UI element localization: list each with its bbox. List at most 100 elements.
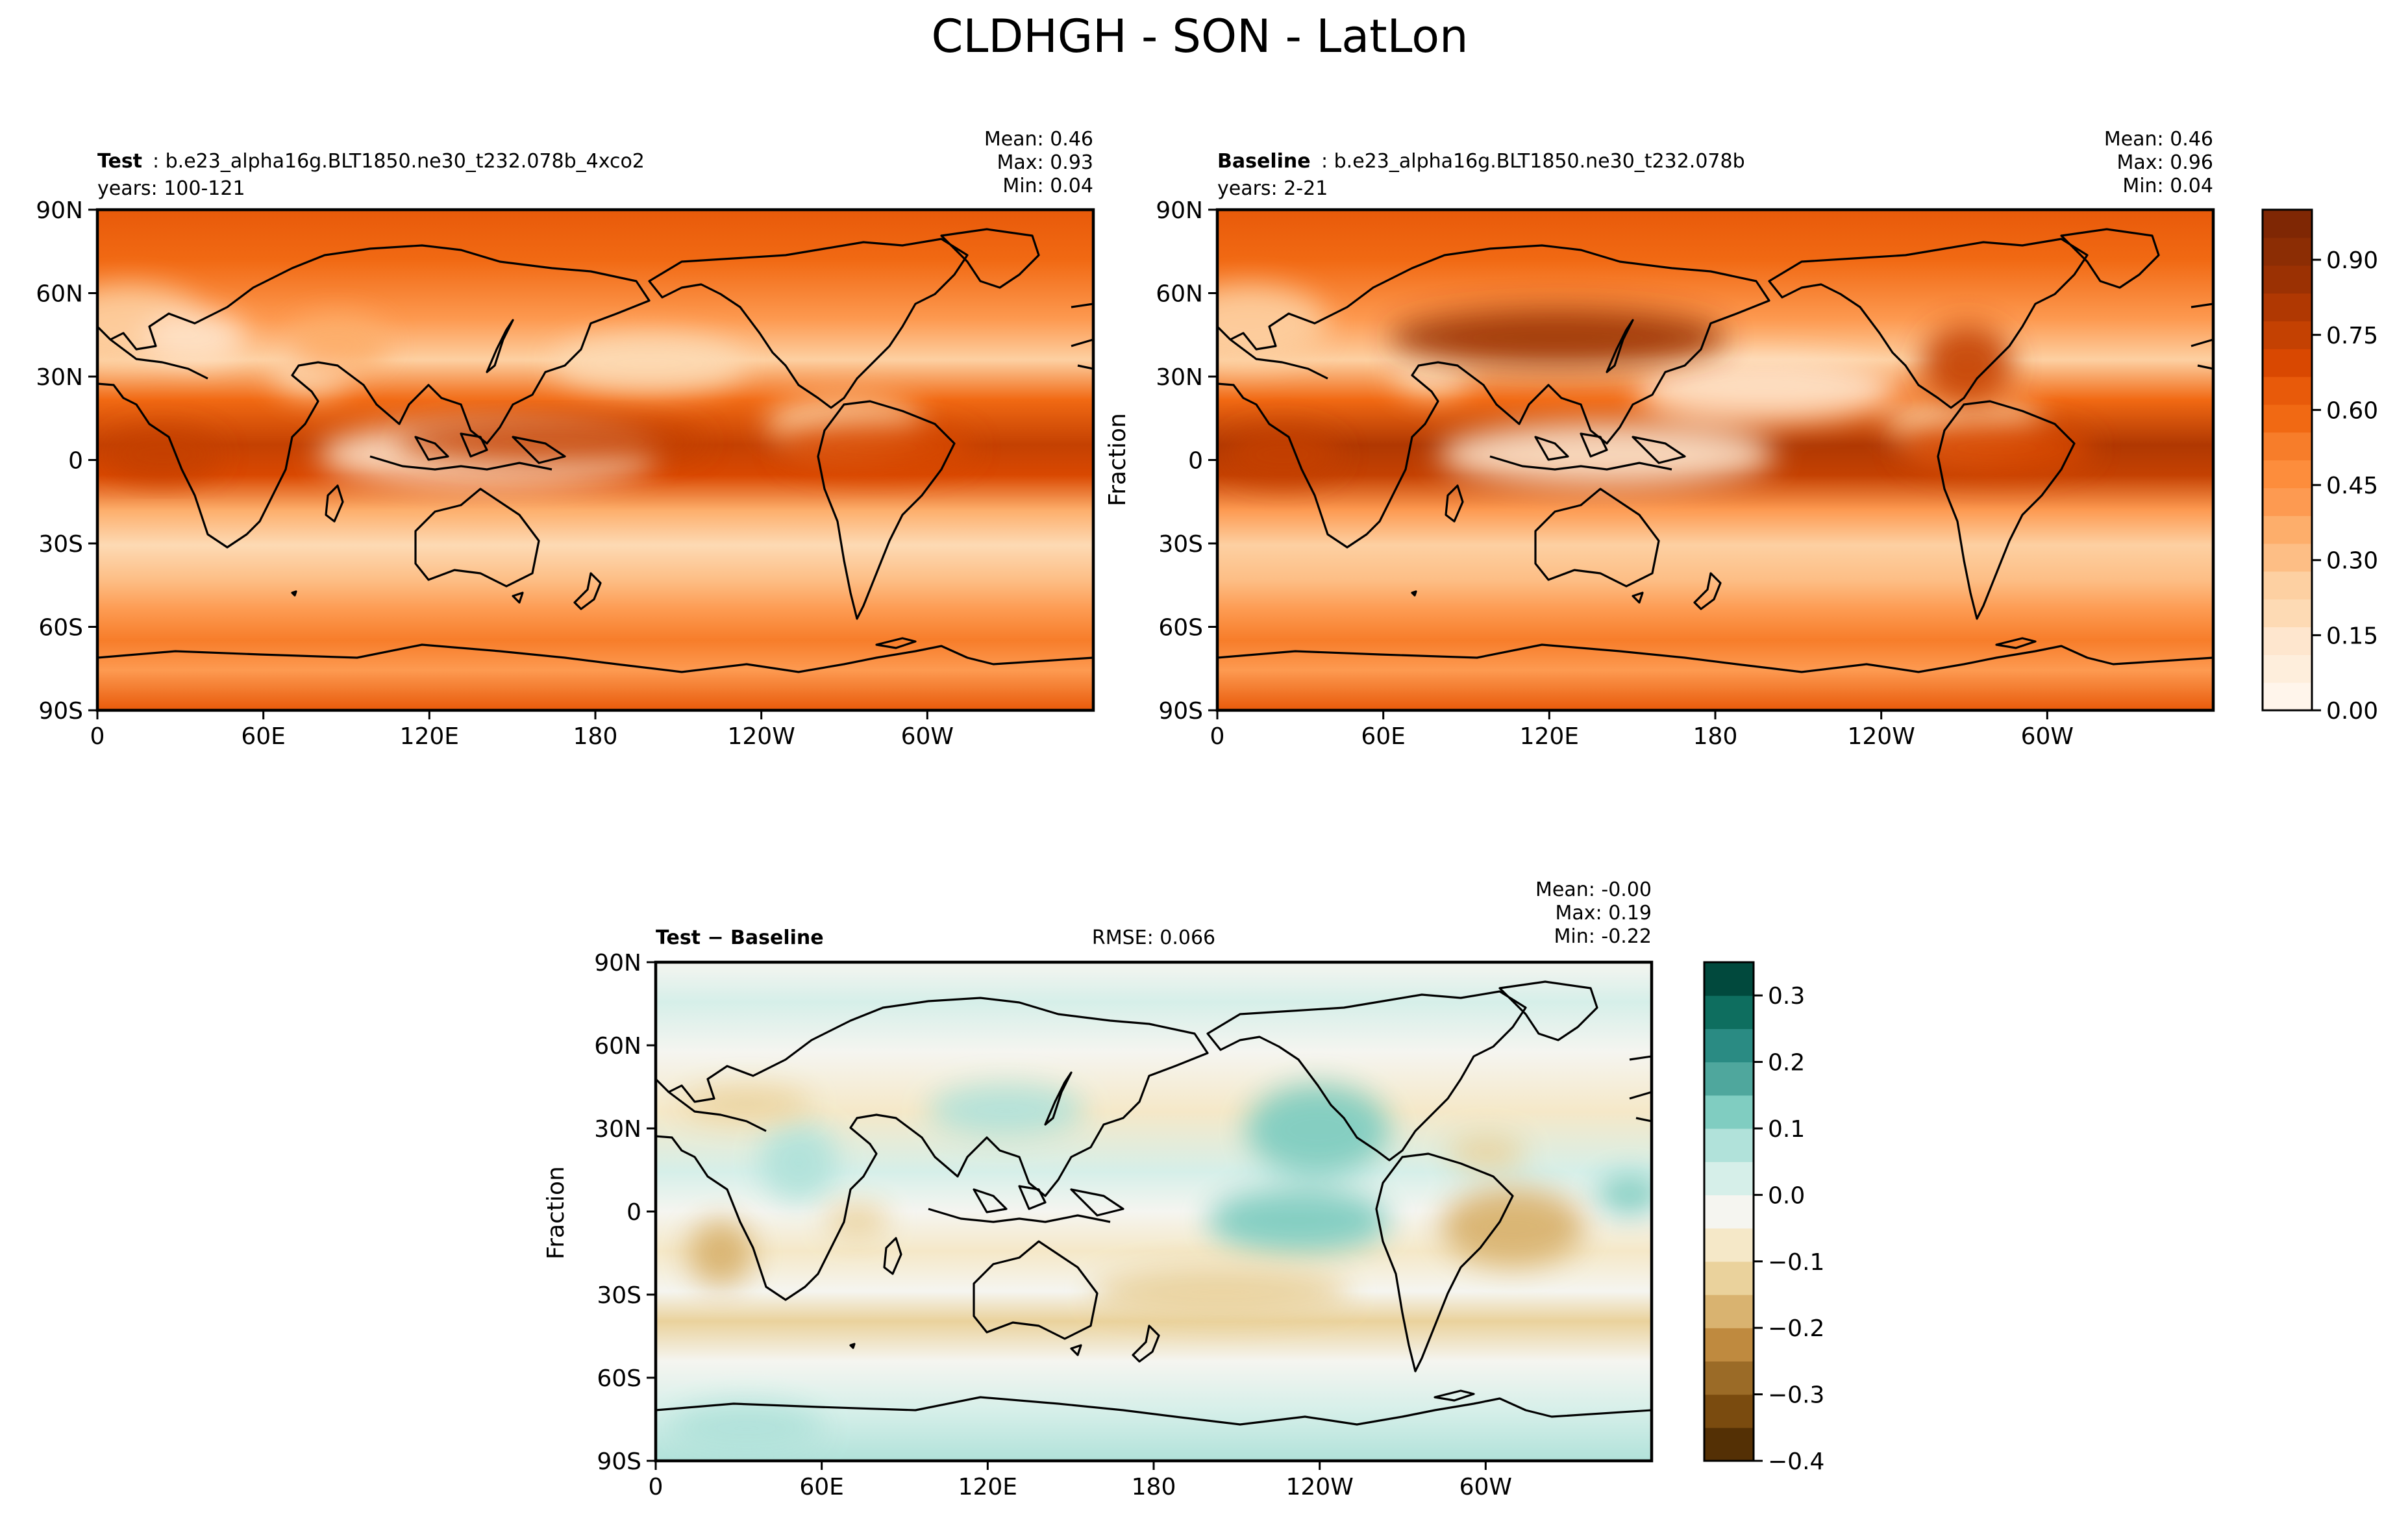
x-tick-label: 0 xyxy=(1210,723,1225,750)
baseline-stat-min: Min: 0.04 xyxy=(2122,175,2213,197)
colorbar-segment xyxy=(2263,488,2312,516)
y-tick-label: 60S xyxy=(1158,615,1203,641)
colorbar-segment xyxy=(2263,293,2312,321)
y-tick-label: 90N xyxy=(36,197,83,224)
colorbar-segment xyxy=(2263,349,2312,377)
colorbar-frame xyxy=(1703,961,1755,1462)
baseline-stat-max: Max: 0.96 xyxy=(2117,151,2213,174)
colorbar-segment xyxy=(2263,265,2312,294)
colorbar-segment xyxy=(2263,627,2312,655)
x-tick-label: 180 xyxy=(573,723,618,750)
y-tick-label: 30N xyxy=(36,364,83,391)
colorbar-tick-label: 0.00 xyxy=(2326,698,2378,725)
colorbar-segment xyxy=(1704,1162,1754,1195)
colorbar-segment xyxy=(1704,1394,1754,1428)
colorbar-segment xyxy=(2263,404,2312,433)
colorbar-segment xyxy=(1704,1427,1754,1461)
x-tick-label: 180 xyxy=(1132,1474,1176,1500)
colorbar-frame xyxy=(2261,208,2313,712)
y-tick-label: 90S xyxy=(38,698,83,725)
x-tick-label: 120E xyxy=(958,1474,1017,1500)
x-tick-label: 120W xyxy=(1848,723,1915,750)
test-field xyxy=(97,210,1093,710)
colorbar-tick-label: −0.4 xyxy=(1768,1448,1824,1475)
colorbar-tick-label: 0.90 xyxy=(2326,247,2378,274)
colorbar-tick-label: −0.2 xyxy=(1768,1315,1824,1342)
y-tick-label: 0 xyxy=(627,1199,641,1226)
colorbar-segment xyxy=(1704,995,1754,1029)
test-stat-mean: Mean: 0.46 xyxy=(984,128,1093,151)
colorbar-segment xyxy=(2263,321,2312,349)
colorbar-segment xyxy=(2263,599,2312,628)
colorbar-segment xyxy=(2263,543,2312,572)
baseline-header-rest: : b.e23_alpha16g.BLT1850.ne30_t232.078b xyxy=(1321,150,1745,173)
test-panel: 0 60E 120E 180 120W 60W 90N 60N 30N 0 30S 60S 90S Te… xyxy=(36,128,1095,750)
difference-ylabel: Fraction xyxy=(543,1166,569,1260)
colorbar-segment xyxy=(1704,1228,1754,1262)
colorbar-tick-label: −0.1 xyxy=(1768,1249,1824,1276)
difference-panel: 0 60E 120E 180 120W 60W 90N 60N 30N 0 30S 60S 90S Te… xyxy=(543,878,1654,1500)
colorbar-segment xyxy=(1704,1261,1754,1295)
colorbar-segment xyxy=(2263,432,2312,461)
test-stat-max: Max: 0.93 xyxy=(997,151,1093,174)
colorbar-segment xyxy=(1704,1295,1754,1328)
x-tick-label: 60E xyxy=(799,1474,844,1500)
y-tick-label: 30S xyxy=(1158,531,1203,558)
colorbar-segment xyxy=(1704,962,1754,996)
colorbar-segment xyxy=(1704,1128,1754,1162)
colorbar-segment xyxy=(2263,460,2312,488)
colorbar-tick-label: 0.3 xyxy=(1768,983,1805,1010)
x-tick-label: 0 xyxy=(90,723,105,750)
x-tick-label: 0 xyxy=(649,1474,664,1500)
x-tick-label: 120E xyxy=(1520,723,1579,750)
x-tick-label: 120W xyxy=(1286,1474,1354,1500)
x-tick-label: 60W xyxy=(1459,1474,1512,1500)
colorbar-tick-label: 0.1 xyxy=(1768,1116,1805,1143)
baseline-panel: 0 60E 120E 180 120W 60W 90N 60N 30N 0 30S 60S 90S Ba… xyxy=(1104,128,2215,750)
difference-stat-max: Max: 0.19 xyxy=(1556,902,1652,925)
difference-header: Test − Baseline xyxy=(656,926,824,949)
colorbar-segment xyxy=(1704,1028,1754,1063)
y-tick-label: 90S xyxy=(597,1448,641,1475)
difference-field xyxy=(656,962,1652,1461)
x-tick-label: 60E xyxy=(1361,723,1406,750)
y-tick-label: 30S xyxy=(38,531,83,558)
test-header-rest: : b.e23_alpha16g.BLT1850.ne30_t232.078b_… xyxy=(153,150,645,173)
y-tick-label: 30N xyxy=(1156,364,1203,391)
x-tick-label: 120E xyxy=(400,723,459,750)
y-tick-label: 60S xyxy=(38,615,83,641)
baseline-years: years: 2-21 xyxy=(1217,177,1328,200)
y-tick-label: 90N xyxy=(1156,197,1203,224)
y-tick-label: 60N xyxy=(36,281,83,308)
y-tick-label: 90S xyxy=(1158,698,1203,725)
y-tick-label: 0 xyxy=(1188,448,1203,475)
y-tick-label: 0 xyxy=(68,448,83,475)
x-tick-label: 60W xyxy=(901,723,954,750)
colorbar-segment xyxy=(1704,1095,1754,1129)
difference-stat-min: Min: -0.22 xyxy=(1554,925,1652,948)
colorbar-tick-label: 0.45 xyxy=(2326,473,2378,499)
difference-rmse: RMSE: 0.066 xyxy=(1092,926,1215,949)
colorbar-segment xyxy=(1704,1328,1754,1361)
colorbar-tick-label: 0.15 xyxy=(2326,623,2378,649)
difference-stat-mean: Mean: -0.00 xyxy=(1535,878,1652,901)
y-tick-label: 60N xyxy=(594,1033,641,1060)
x-tick-label: 60E xyxy=(241,723,286,750)
y-tick-label: 90N xyxy=(594,950,641,976)
colorbar-tick-label: 0.2 xyxy=(1768,1050,1805,1076)
colorbar-segment xyxy=(2263,377,2312,405)
colorbar-segment xyxy=(1704,1195,1754,1229)
colorbar-tick-label: −0.3 xyxy=(1768,1382,1824,1409)
colorbar-segment xyxy=(1704,1062,1754,1096)
colorbar-tick-label: 0.60 xyxy=(2326,397,2378,424)
colorbar-segment xyxy=(1704,1361,1754,1395)
y-tick-label: 60N xyxy=(1156,281,1203,308)
colorbar-tick-label: 0.0 xyxy=(1768,1182,1805,1209)
x-tick-label: 120W xyxy=(728,723,795,750)
y-tick-label: 60S xyxy=(597,1365,641,1392)
figure-title: CLDHGH - SON - LatLon xyxy=(931,10,1468,63)
colorbar-top: 0.00 0.15 0.30 0.45 0.60 0.75 0.90 xyxy=(2261,208,2378,725)
colorbar-tick-label: 0.75 xyxy=(2326,323,2378,349)
y-tick-label: 30N xyxy=(594,1116,641,1143)
